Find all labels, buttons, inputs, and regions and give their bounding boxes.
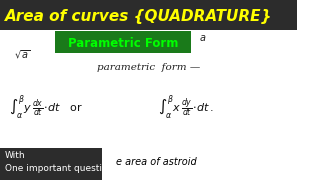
Text: $\int_{\alpha}^{\beta}$$x\,\frac{dy}{dt}\!\cdot\!dt\,.$: $\int_{\alpha}^{\beta}$$x\,\frac{dy}{dt}… <box>158 94 213 122</box>
Text: $\sqrt{a}$: $\sqrt{a}$ <box>14 49 30 61</box>
Text: With
One important question: With One important question <box>4 151 113 173</box>
Text: parametric  form —: parametric form — <box>97 62 200 71</box>
Text: a: a <box>199 33 205 43</box>
Text: e area of astroid: e area of astroid <box>116 157 197 167</box>
Text: Parametric Form: Parametric Form <box>68 37 179 50</box>
Text: $\int_{\alpha}^{\beta}$$y\,\frac{dx}{dt}\!\cdot\!dt$   or: $\int_{\alpha}^{\beta}$$y\,\frac{dx}{dt}… <box>9 94 83 122</box>
FancyBboxPatch shape <box>0 148 102 180</box>
FancyBboxPatch shape <box>0 0 297 30</box>
Text: Area of curves {QUADRATURE}: Area of curves {QUADRATURE} <box>4 8 272 24</box>
FancyBboxPatch shape <box>55 31 191 53</box>
